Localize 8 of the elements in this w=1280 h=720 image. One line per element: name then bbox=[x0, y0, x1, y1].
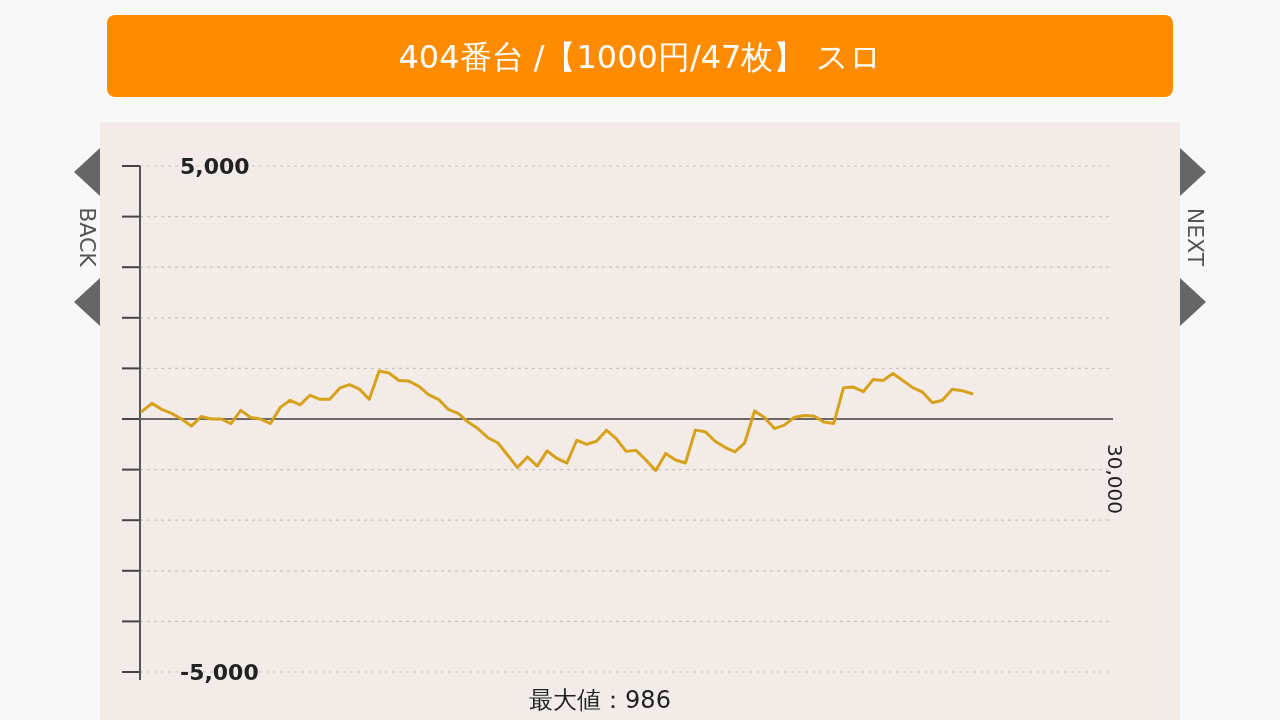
line-series bbox=[140, 369, 974, 473]
chart-title: 404番台 /【1000円/47枚】 スロ bbox=[398, 38, 882, 76]
y-tick-label: 5,000 bbox=[180, 154, 250, 179]
y-tick-label: -5,000 bbox=[180, 660, 259, 685]
text: BACK bbox=[75, 207, 100, 268]
text: 最大値：986 bbox=[529, 686, 671, 714]
text: 30,000 bbox=[1102, 444, 1127, 514]
text: NEXT bbox=[1183, 207, 1208, 267]
